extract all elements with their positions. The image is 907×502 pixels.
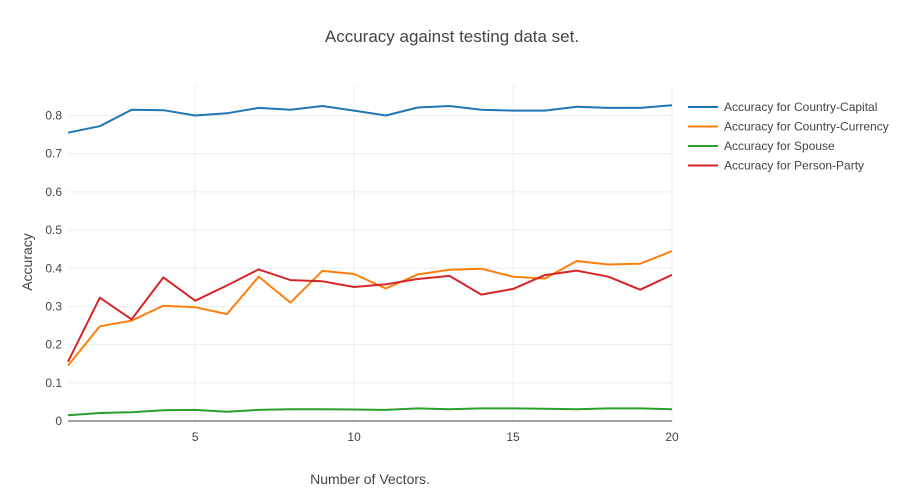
grid <box>68 85 673 421</box>
x-axis-ticks: 5 10 15 20 <box>192 430 679 444</box>
series-line-1 <box>67 104 673 134</box>
x-tick-label: 5 <box>192 430 199 444</box>
legend-label: Accuracy for Person-Party <box>724 159 864 173</box>
x-axis-title: Number of Vectors. <box>310 471 430 487</box>
y-axis-title: Accuracy <box>19 233 35 291</box>
y-tick-label: 0.5 <box>45 223 62 237</box>
x-tick-label: 20 <box>665 430 679 444</box>
y-tick-label: 0.2 <box>45 338 62 352</box>
series-line-4 <box>67 268 673 363</box>
legend-label: Accuracy for Country-Currency <box>724 120 889 134</box>
chart-title: Accuracy against testing data set. <box>325 27 579 46</box>
series-line-3 <box>67 407 673 417</box>
legend: Accuracy for Country-Capital Accuracy for… <box>688 100 889 173</box>
y-tick-label: 0.4 <box>45 261 62 275</box>
x-tick-label: 10 <box>347 430 361 444</box>
legend-label: Accuracy for Spouse <box>724 139 835 153</box>
y-tick-label: 0.1 <box>45 376 62 390</box>
x-tick-label: 15 <box>506 430 520 444</box>
legend-label: Accuracy for Country-Capital <box>724 100 877 114</box>
y-tick-label: 0.8 <box>45 109 62 123</box>
y-tick-label: 0.7 <box>45 147 62 161</box>
y-tick-label: 0 <box>55 414 62 428</box>
series-line-2 <box>67 250 673 367</box>
y-tick-label: 0.3 <box>45 299 62 313</box>
y-axis-ticks: 0 0.1 0.2 0.3 0.4 0.5 0.6 0.7 0.8 <box>45 109 62 428</box>
y-tick-label: 0.6 <box>45 185 62 199</box>
series-lines <box>67 104 673 417</box>
